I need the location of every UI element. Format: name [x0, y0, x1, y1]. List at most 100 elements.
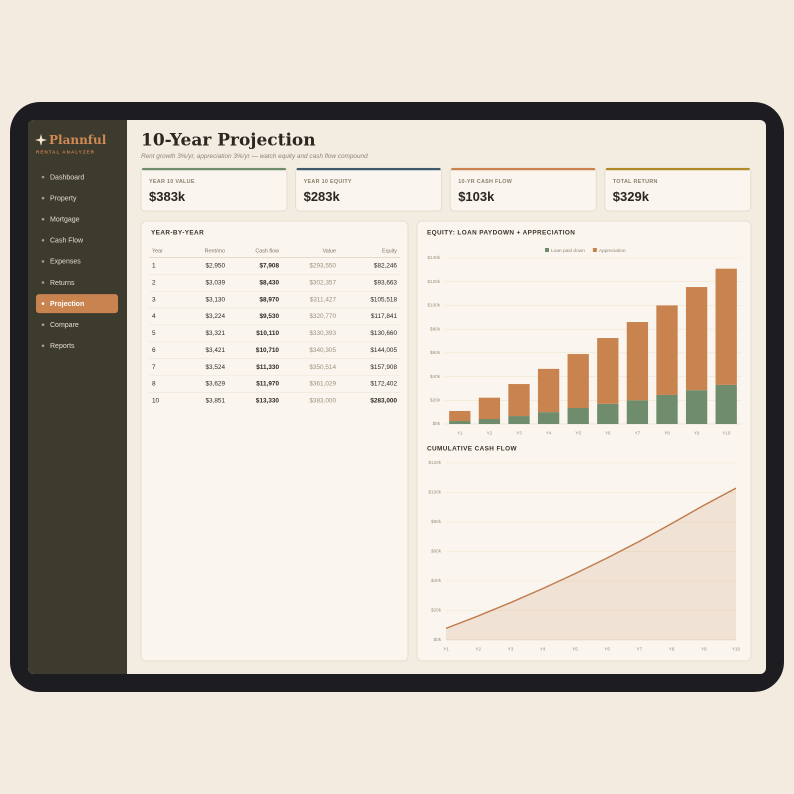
nav-bullet: [41, 281, 45, 284]
x-tick-label: Y3: [508, 647, 514, 652]
nav-item[interactable]: Property: [50, 195, 77, 202]
table-cell: $93,663: [374, 280, 398, 287]
bar-segment: [597, 403, 619, 424]
nav-item[interactable]: Mortgage: [50, 217, 80, 224]
table-cell: $340,305: [309, 347, 336, 354]
column-header: Cash flow: [255, 248, 279, 254]
table-cell: $157,908: [370, 364, 397, 371]
x-tick-label: Y8: [664, 431, 670, 436]
table-cell: 1: [152, 263, 156, 270]
bar-segment: [567, 354, 589, 408]
table-cell: $320,770: [309, 313, 336, 320]
table-cell: $11,970: [256, 381, 279, 388]
y-tick-label: $0k: [434, 637, 442, 642]
bar-segment: [567, 407, 589, 424]
legend-label: Loan paid down: [551, 248, 585, 254]
y-tick-label: $80k: [431, 519, 442, 524]
bar-segment: [626, 322, 649, 401]
column-header: Equity: [382, 248, 397, 254]
table-cell: $311,427: [310, 296, 337, 303]
x-tick-label: Y10: [732, 647, 741, 652]
bar-segment: [449, 421, 471, 424]
bar-segment: [508, 384, 530, 417]
kpi-value: $329k: [613, 189, 650, 204]
nav-item[interactable]: Projection: [50, 301, 84, 308]
nav-item[interactable]: Cash Flow: [50, 238, 84, 245]
table-cell: $330,393: [309, 330, 336, 337]
bar-segment: [685, 390, 708, 424]
x-tick-label: Y4: [540, 647, 546, 652]
table-cell: $3,851: [205, 397, 225, 404]
x-tick-label: Y1: [443, 647, 449, 652]
nav-bullet: [41, 175, 45, 179]
page-subtitle: Rent growth 3%/yr, appreciation 3%/yr — …: [141, 153, 368, 160]
x-tick-label: Y7: [637, 647, 643, 652]
table-cell: $7,908: [259, 263, 279, 270]
nav-item[interactable]: Reports: [50, 343, 75, 350]
table-cell: 10: [152, 397, 160, 404]
table-cell: $2,950: [205, 263, 225, 270]
y-tick-label: $40k: [431, 578, 442, 583]
nav-bullet: [41, 217, 45, 221]
bar-segment: [478, 397, 501, 420]
table-cell: $3,321: [205, 330, 225, 337]
table-cell: $117,841: [371, 313, 398, 320]
table-cell: $11,330: [256, 364, 279, 371]
x-tick-label: Y10: [722, 431, 731, 436]
y-tick-label: $60k: [431, 549, 442, 554]
y-tick-label: $140k: [427, 255, 440, 260]
x-tick-label: Y5: [572, 647, 578, 652]
logo-icon: [35, 134, 47, 146]
y-tick-label: $20k: [430, 398, 441, 403]
table-cell: $172,402: [370, 381, 397, 388]
table-cell: $3,629: [205, 381, 225, 388]
column-header: Rent/mo: [205, 248, 225, 254]
table-cell: $8,430: [259, 280, 279, 287]
kpi-value: $283k: [304, 189, 341, 204]
page-title: 10-Year Projection: [141, 131, 316, 151]
bar-segment: [537, 368, 560, 413]
bar-segment: [685, 287, 708, 391]
nav-item[interactable]: Dashboard: [50, 174, 84, 181]
legend-label: Appreciation: [599, 248, 626, 254]
column-header: Value: [323, 248, 336, 254]
nav-item[interactable]: Compare: [50, 322, 79, 329]
table-cell: $350,514: [309, 364, 336, 371]
x-tick-label: Y6: [604, 647, 610, 652]
nav-item[interactable]: Expenses: [50, 259, 81, 266]
nav-bullet: [41, 260, 45, 263]
y-tick-label: $40k: [430, 374, 441, 379]
bar-segment: [656, 394, 678, 424]
x-tick-label: Y4: [546, 431, 552, 436]
table-cell: $82,246: [374, 263, 398, 270]
nav-bullet: [41, 196, 45, 200]
table-cell: 4: [152, 313, 156, 320]
nav-bullet: [41, 344, 45, 348]
tagline: RENTAL ANALYZER: [36, 150, 95, 155]
kpi-label: TOTAL RETURN: [613, 179, 658, 185]
y-tick-label: $0k: [433, 421, 441, 426]
table-cell: $302,357: [309, 280, 336, 287]
x-tick-label: Y8: [669, 647, 675, 652]
x-tick-label: Y1: [457, 431, 463, 436]
table-cell: $8,970: [259, 296, 279, 303]
y-tick-label: $80k: [430, 326, 441, 331]
line: [445, 487, 737, 630]
legend-swatch: [545, 248, 549, 252]
kpi-value: $383k: [149, 189, 186, 204]
area: [446, 488, 736, 640]
kpi-accent: [296, 168, 441, 171]
kpi-label: YEAR 10 VALUE: [149, 179, 195, 185]
nav-bullet: [41, 323, 45, 327]
kpi-accent: [605, 168, 750, 171]
bar-segment: [715, 384, 737, 424]
y-tick-label: $20k: [431, 608, 442, 613]
table-cell: $3,524: [205, 364, 225, 371]
table-cell: $361,029: [309, 381, 336, 388]
table-cell: $13,330: [256, 397, 280, 404]
table-cell: $105,518: [370, 296, 397, 303]
bar-segment: [715, 268, 737, 385]
nav-item[interactable]: Returns: [50, 280, 75, 287]
x-tick-label: Y5: [575, 431, 581, 436]
bar-segment: [626, 400, 649, 424]
